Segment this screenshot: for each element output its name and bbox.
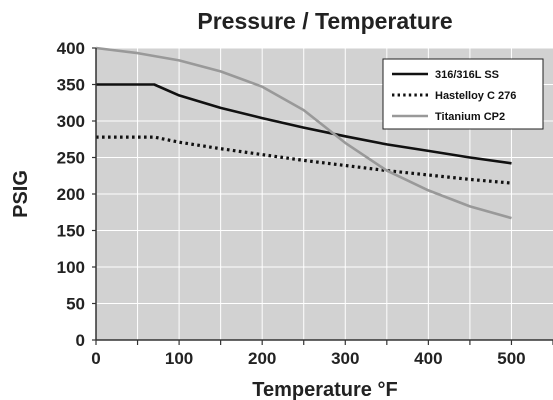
y-tick-label: 150 bbox=[57, 222, 85, 241]
x-tick-label: 0 bbox=[91, 349, 100, 368]
x-tick-label: 500 bbox=[497, 349, 525, 368]
y-axis-ticks: 0 50 100 150 200 250 300 350 400 bbox=[57, 39, 96, 350]
legend: 316/316L SS Hastelloy C 276 Titanium CP2 bbox=[382, 58, 544, 130]
x-tick-label: 300 bbox=[331, 349, 359, 368]
series-line bbox=[96, 135, 512, 185]
legend-label: Hastelloy C 276 bbox=[435, 90, 516, 102]
x-tick-label: 200 bbox=[248, 349, 276, 368]
series-line bbox=[95, 46, 512, 220]
y-axis-label: PSIG bbox=[10, 170, 32, 218]
grid-lines bbox=[96, 47, 553, 340]
legend-label: 316/316L SS bbox=[435, 69, 499, 81]
y-tick-label: 50 bbox=[66, 295, 85, 314]
series-line bbox=[96, 83, 512, 165]
x-axis-ticks: 0 100 200 300 400 500 bbox=[91, 340, 553, 368]
x-tick-label: 100 bbox=[165, 349, 193, 368]
y-tick-label: 250 bbox=[57, 149, 85, 168]
y-tick-label: 350 bbox=[57, 76, 85, 95]
y-tick-label: 200 bbox=[57, 185, 85, 204]
x-tick-label: 400 bbox=[414, 349, 442, 368]
x-axis-label: Temperature °F bbox=[252, 379, 397, 400]
legend-label: Titanium CP2 bbox=[435, 111, 505, 123]
y-tick-label: 400 bbox=[57, 39, 85, 58]
chart-title: Pressure / Temperature bbox=[197, 8, 452, 34]
y-tick-label: 100 bbox=[57, 258, 85, 277]
y-tick-label: 300 bbox=[57, 112, 85, 131]
y-tick-label: 0 bbox=[76, 331, 85, 350]
series-lines bbox=[95, 46, 512, 220]
